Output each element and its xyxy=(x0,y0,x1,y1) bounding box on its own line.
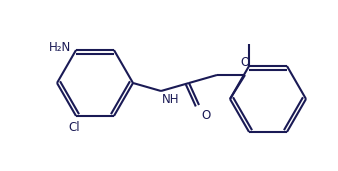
Text: O: O xyxy=(240,56,250,69)
Text: Cl: Cl xyxy=(68,121,80,134)
Text: O: O xyxy=(201,109,210,122)
Text: NH: NH xyxy=(162,93,179,106)
Text: H₂N: H₂N xyxy=(49,41,71,54)
